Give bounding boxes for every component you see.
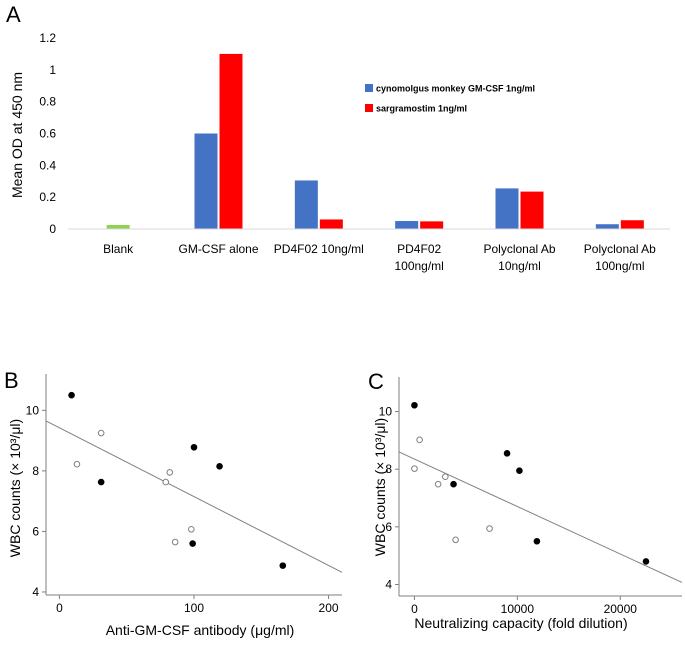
panel-a-y-axis-title: Mean OD at 450 nm bbox=[9, 72, 25, 198]
c-open-point bbox=[411, 465, 418, 472]
b-x-tick-label: 0 bbox=[56, 601, 63, 615]
c-filled-point bbox=[533, 537, 541, 545]
c-open-point bbox=[452, 536, 459, 544]
scatter-panel-c: 0 10000 20000 4 6 8 10 Neutralizing capacity (… bbox=[372, 377, 683, 631]
bar-sarg-4 bbox=[520, 191, 544, 229]
panel-c-letter: C bbox=[368, 369, 384, 394]
legend-label-sarg: sargramostim 1ng/ml bbox=[376, 104, 467, 114]
b-open-point bbox=[188, 526, 195, 533]
panel-a-y-tick-label: 1 bbox=[49, 63, 56, 77]
panel-b-axes bbox=[45, 374, 342, 596]
c-x-tick-label: 0 bbox=[411, 602, 418, 616]
bar-sarg-1 bbox=[219, 53, 243, 229]
panel-a-category-labels: Blank GM-CSF alone PD4F02 10ng/ml PD4F02 100… bbox=[103, 242, 656, 273]
b-y-tick-label: 4 bbox=[32, 585, 39, 599]
panel-b-ticks: 0 100 200 4 6 8 10 bbox=[26, 403, 339, 615]
panel-c-y-axis-title: WBC counts (× 10³/μl) bbox=[372, 418, 388, 556]
bar-sarg-5 bbox=[620, 220, 644, 229]
b-filled-point bbox=[97, 478, 105, 486]
bar-cyno-3 bbox=[395, 221, 419, 229]
b-filled-point bbox=[68, 391, 75, 399]
panel-b-letter: B bbox=[4, 368, 19, 393]
category-label: PD4F02 10ng/ml bbox=[274, 242, 364, 256]
bar-cyno-4 bbox=[495, 188, 519, 229]
bar-cyno-2 bbox=[294, 180, 318, 229]
bar-sarg-3 bbox=[420, 221, 444, 229]
panel-a-y-tick-label: 0.8 bbox=[39, 95, 56, 109]
panel-c-ticks: 0 10000 20000 4 6 8 10 bbox=[379, 405, 638, 616]
category-label: 100ng/ml bbox=[394, 259, 443, 273]
b-open-point bbox=[166, 469, 174, 476]
b-filled-point bbox=[216, 463, 223, 470]
c-filled-point bbox=[516, 467, 523, 474]
b-y-tick-label: 8 bbox=[32, 464, 39, 478]
b-open-point bbox=[73, 460, 81, 468]
c-open-point bbox=[434, 480, 442, 488]
category-label: PD4F02 bbox=[397, 242, 441, 256]
category-label: Blank bbox=[103, 242, 134, 256]
panel-b-points bbox=[68, 391, 287, 569]
panel-a-legend: cynomolgus monkey GM-CSF 1ng/ml sargramo… bbox=[365, 84, 535, 114]
bar-sarg-2 bbox=[319, 219, 343, 229]
category-label: 10ng/ml bbox=[498, 259, 541, 273]
b-open-point bbox=[162, 478, 170, 486]
category-label: Polyclonal Ab bbox=[584, 242, 656, 256]
category-label: GM-CSF alone bbox=[178, 242, 258, 256]
c-open-point bbox=[486, 525, 493, 532]
b-y-tick-label: 6 bbox=[32, 524, 39, 538]
legend-swatch-sarg bbox=[365, 104, 373, 112]
b-filled-point bbox=[189, 540, 196, 547]
panel-a-bars bbox=[106, 53, 644, 229]
c-filled-point bbox=[503, 450, 511, 457]
panel-a-y-tick-label: 0.2 bbox=[39, 190, 56, 204]
panel-b-x-axis-title: Anti-GM-CSF antibody (μg/ml) bbox=[106, 622, 295, 638]
legend-swatch-cyno bbox=[365, 84, 373, 92]
panel-c-axes bbox=[398, 377, 682, 597]
panel-c-x-axis-title: Neutralizing capacity (fold dilution) bbox=[414, 615, 627, 631]
panel-a-y-tick-label: 0 bbox=[49, 222, 56, 236]
b-open-point bbox=[97, 429, 105, 437]
category-label: Polyclonal Ab bbox=[483, 242, 555, 256]
b-filled-point bbox=[279, 562, 287, 569]
bar-blank bbox=[106, 225, 130, 229]
b-filled-point bbox=[190, 443, 198, 451]
panel-a-letter: A bbox=[6, 2, 21, 27]
panel-a-y-tick-label: 0.4 bbox=[39, 158, 56, 172]
c-open-point bbox=[442, 473, 449, 481]
bar-chart-panel-a: 0 0.2 0.4 0.6 0.8 1 1.2 Blank GM-CSF alone PD4F0… bbox=[9, 31, 670, 273]
b-open-point bbox=[171, 538, 179, 546]
panel-a-y-tick-label: 0.6 bbox=[39, 127, 56, 141]
c-y-tick-label: 8 bbox=[385, 462, 392, 476]
panel-a-y-tick-label: 1.2 bbox=[39, 31, 56, 45]
panel-b-y-axis-title: WBC counts (× 10³/μl) bbox=[7, 419, 23, 557]
panel-c-points bbox=[411, 401, 650, 565]
b-x-tick-label: 100 bbox=[184, 601, 204, 615]
c-y-tick-label: 10 bbox=[379, 405, 393, 419]
c-filled-point bbox=[450, 480, 457, 488]
c-open-point bbox=[416, 436, 423, 444]
category-label: 100ng/ml bbox=[595, 259, 644, 273]
c-filled-point bbox=[642, 558, 650, 565]
c-x-tick-label: 10000 bbox=[501, 602, 535, 616]
c-y-tick-label: 6 bbox=[385, 520, 392, 534]
b-x-tick-label: 200 bbox=[319, 601, 339, 615]
c-filled-point bbox=[411, 401, 418, 409]
c-y-tick-label: 4 bbox=[385, 577, 392, 591]
panel-c-fit-line bbox=[398, 451, 683, 583]
c-x-tick-label: 20000 bbox=[604, 602, 638, 616]
panel-a-y-ticks: 0 0.2 0.4 0.6 0.8 1 1.2 bbox=[39, 31, 56, 236]
scatter-panel-b: 0 100 200 4 6 8 10 Anti-GM-CSF antibody (μg/ml… bbox=[7, 374, 343, 638]
legend-label-cyno: cynomolgus monkey GM-CSF 1ng/ml bbox=[376, 84, 535, 94]
b-y-tick-label: 10 bbox=[26, 403, 40, 417]
bar-cyno-5 bbox=[595, 224, 619, 229]
bar-cyno-1 bbox=[194, 133, 218, 229]
panel-b-fit-line bbox=[45, 420, 343, 573]
